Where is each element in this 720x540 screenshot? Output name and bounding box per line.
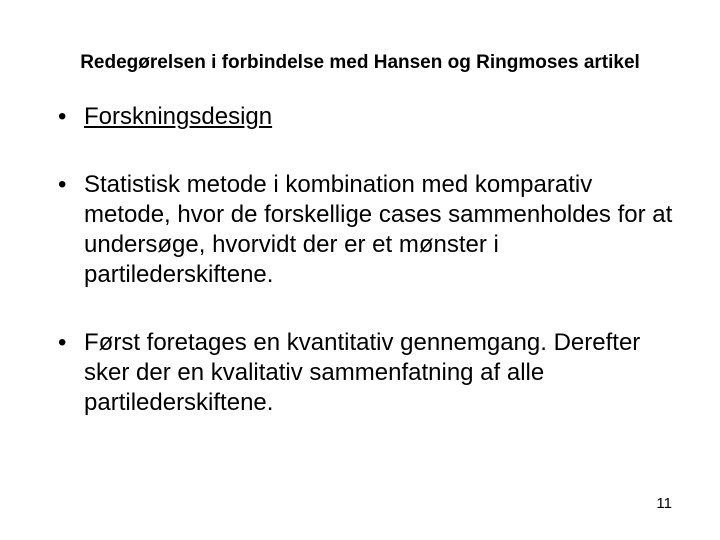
bullet-text-2: Statistisk metode i kombination med komp…	[84, 171, 672, 288]
slide: Redegørelsen i forbindelse med Hansen og…	[0, 0, 720, 540]
bullet-text-1: Forskningsdesign	[84, 103, 272, 130]
page-number: 11	[656, 495, 672, 512]
slide-title: Redegørelsen i forbindelse med Hansen og…	[40, 52, 680, 74]
bullet-item-2: Statistisk metode i kombination med komp…	[58, 170, 680, 290]
bullet-text-3: Først foretages en kvantitativ gennemgan…	[84, 329, 640, 416]
bullet-item-3: Først foretages en kvantitativ gennemgan…	[58, 328, 680, 418]
bullet-list: Forskningsdesign Statistisk metode i kom…	[40, 102, 680, 418]
bullet-item-1: Forskningsdesign	[58, 102, 680, 132]
